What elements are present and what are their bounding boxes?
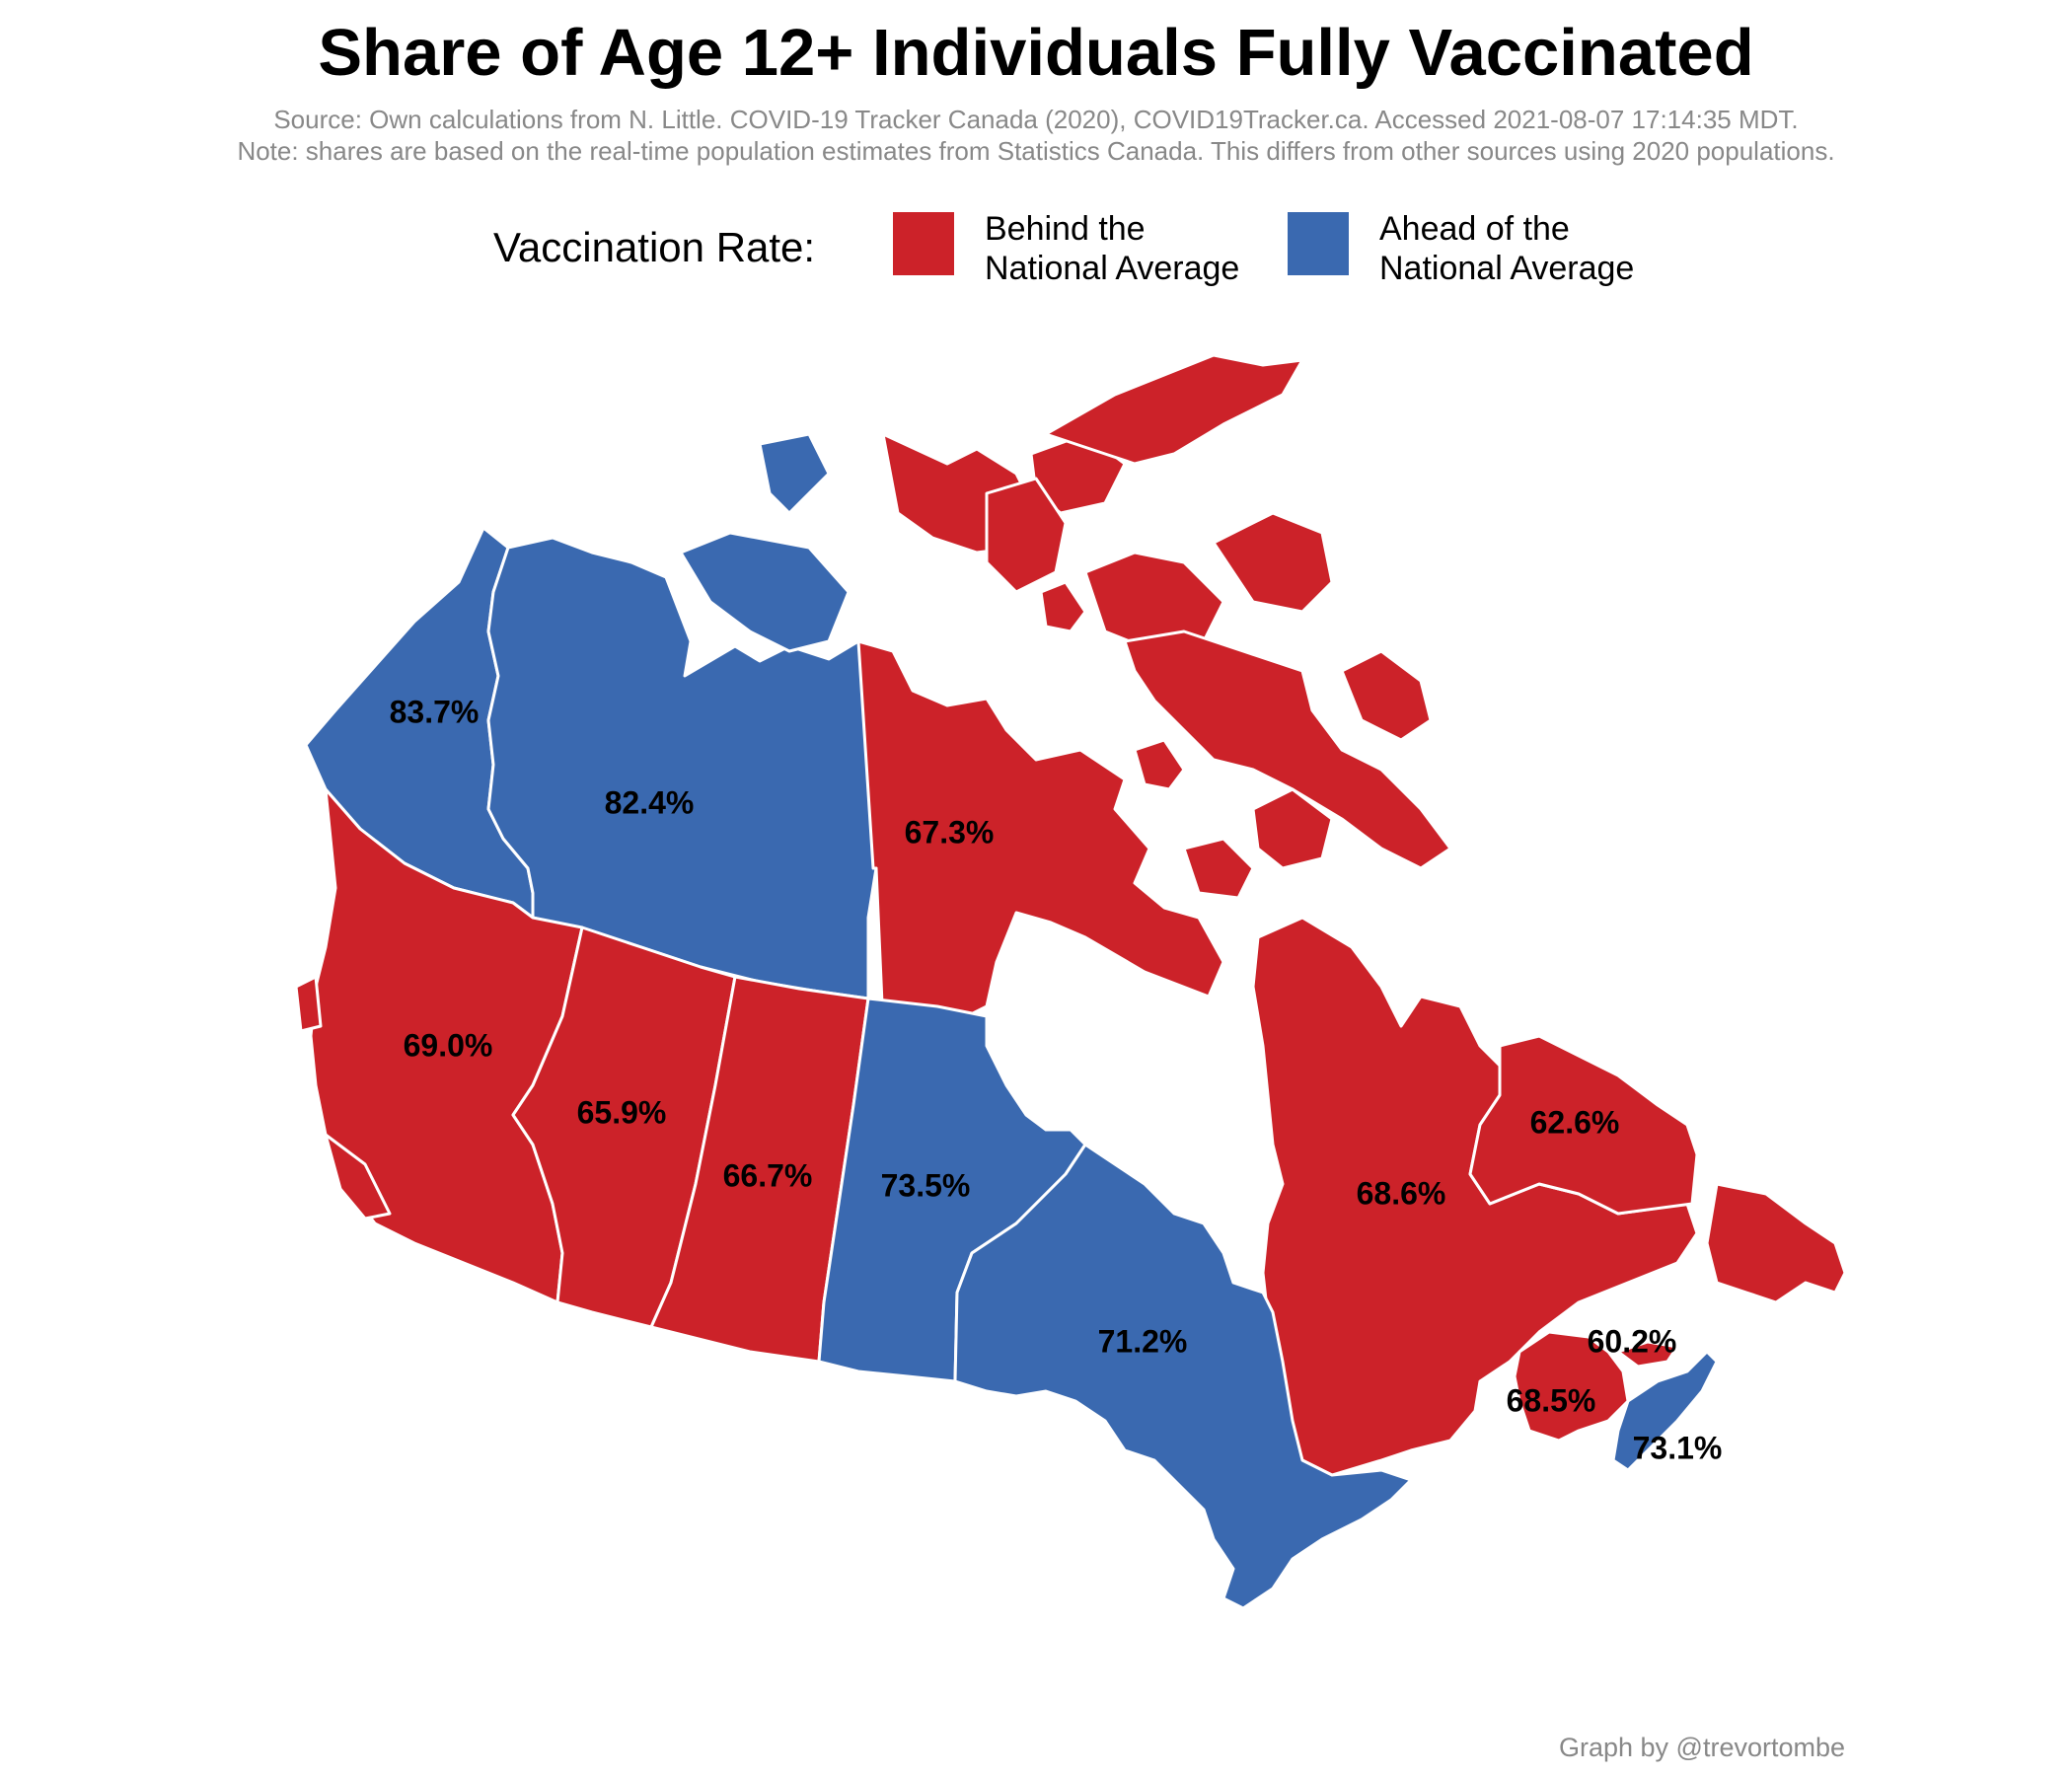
population-note: Note: shares are based on the real-time … <box>237 136 1835 166</box>
label-british-columbia: 69.0% <box>404 1027 493 1063</box>
chart-title: Share of Age 12+ Individuals Fully Vacci… <box>318 16 1754 90</box>
label-manitoba: 73.5% <box>881 1167 971 1203</box>
region-new-brunswick <box>1513 1330 1630 1443</box>
legend-title: Vaccination Rate: <box>493 224 816 270</box>
region-prince-edward-island <box>1616 1340 1679 1369</box>
label-nova-scotia: 73.1% <box>1633 1430 1723 1465</box>
legend-swatch-behind <box>893 212 954 275</box>
legend-label-behind-line1: Behind the <box>985 210 1146 248</box>
region-labels: 83.7% 82.4% 67.3% 69.0% 65.9% 66.7% 73.5… <box>390 694 1723 1465</box>
label-prince-edward-island: 60.2% <box>1588 1323 1677 1359</box>
legend-swatch-ahead <box>1288 212 1349 275</box>
label-quebec: 68.6% <box>1357 1175 1446 1211</box>
label-northwest-territories: 82.4% <box>605 784 695 820</box>
source-note: Source: Own calculations from N. Little.… <box>273 105 1799 134</box>
region-nova-scotia <box>1611 1350 1719 1472</box>
region-british-columbia <box>294 787 584 1304</box>
legend-label-ahead-line1: Ahead of the <box>1379 210 1570 248</box>
label-nunavut: 67.3% <box>905 814 995 850</box>
label-yukon: 83.7% <box>390 694 480 729</box>
legend-label-behind: Behind the National Average <box>985 209 1300 288</box>
region-northwest-territories <box>486 432 878 1000</box>
region-alberta <box>511 925 737 1329</box>
region-newfoundland-labrador <box>1468 1034 1847 1304</box>
label-saskatchewan: 66.7% <box>723 1157 813 1193</box>
region-ontario <box>953 1143 1413 1610</box>
legend-label-ahead-line2: National Average <box>1379 250 1635 288</box>
region-quebec <box>1251 916 1699 1477</box>
label-alberta: 65.9% <box>577 1094 667 1130</box>
legend-label-ahead: Ahead of the National Average <box>1379 209 1695 288</box>
label-ontario: 71.2% <box>1098 1323 1188 1359</box>
graph-credit: Graph by @trevortombe <box>1559 1733 1846 1762</box>
label-new-brunswick: 68.5% <box>1507 1382 1596 1418</box>
label-newfoundland-labrador: 62.6% <box>1530 1104 1620 1140</box>
legend-label-behind-line2: National Average <box>985 250 1240 288</box>
